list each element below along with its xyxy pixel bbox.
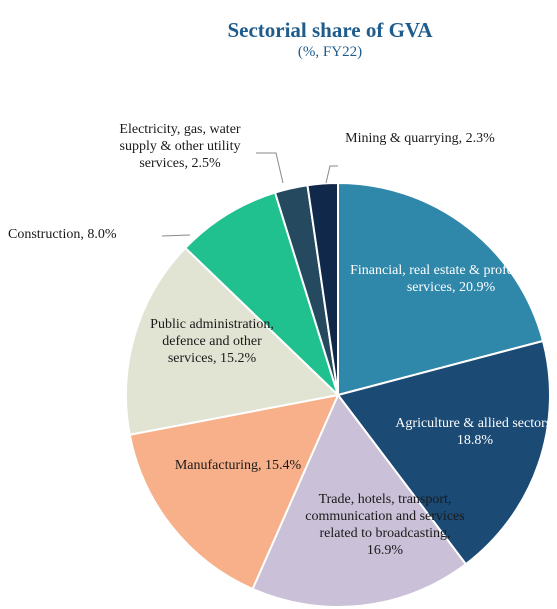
data-label: Trade, hotels, transport, communication …	[305, 492, 465, 558]
pie-slice	[336, 339, 551, 566]
data-label: Financial, real estate & professional se…	[350, 263, 552, 295]
leader-line	[161, 234, 191, 237]
pie	[125, 181, 551, 608]
pie-slice	[183, 191, 339, 396]
data-label: Electricity, gas, water supply & other u…	[119, 122, 241, 171]
data-label: Manufacturing, 15.4%	[174, 458, 302, 473]
data-label: Construction, 8.0%	[8, 227, 117, 242]
pie-slice	[125, 246, 341, 436]
data-label: Agriculture & allied sectors, 18.8%	[395, 416, 555, 448]
chart-title: Sectorial share of GVA	[227, 18, 433, 42]
pie-slice	[306, 181, 339, 396]
leader-line	[256, 152, 284, 184]
leader-line	[325, 165, 338, 184]
data-label: Mining & quarrying, 2.3%	[345, 131, 495, 146]
pie-slice	[128, 393, 340, 591]
pie-slice	[337, 181, 545, 397]
chart-subtitle: (%, FY22)	[297, 44, 363, 60]
data-label: Public administration, defence and other…	[150, 317, 274, 366]
pie-slice	[251, 393, 468, 608]
